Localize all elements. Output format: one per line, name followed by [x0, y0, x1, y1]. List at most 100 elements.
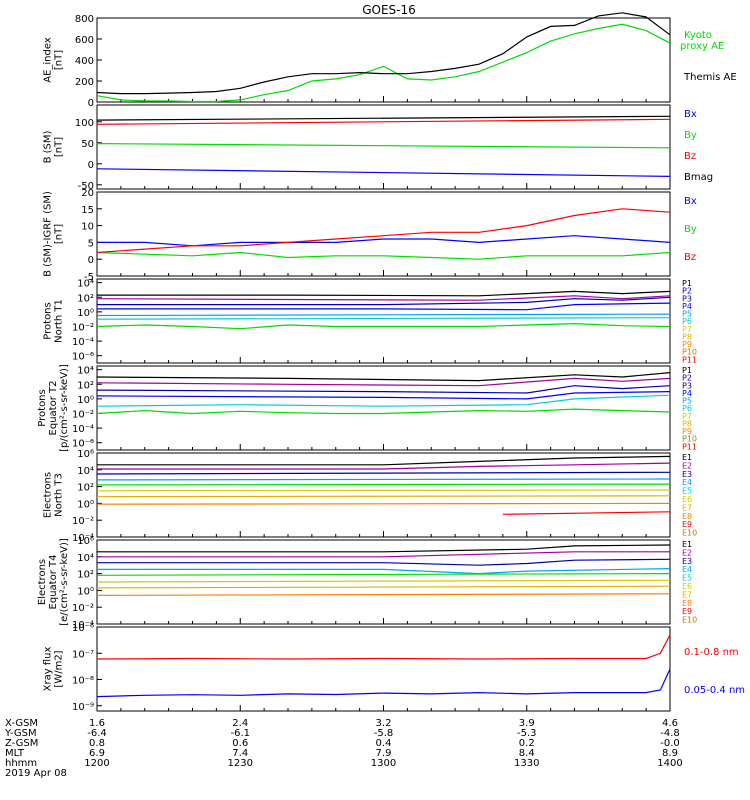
y-axis-label-line: North T1: [54, 299, 65, 343]
legend-entry: P11: [682, 355, 697, 364]
series-kyoto: [96, 23, 671, 103]
panel-frame: [96, 191, 671, 277]
series-e1: [97, 455, 671, 466]
footer-row-label: Z-GSM: [5, 738, 38, 749]
y-axis-label-line: Xray flux: [43, 647, 54, 692]
y-tick-label: 600: [75, 35, 94, 46]
y-tick-label: 400: [75, 56, 94, 67]
y-tick-label: 10⁻²: [72, 603, 94, 614]
legend-entry: Bx: [684, 196, 697, 207]
series-e4: [96, 478, 671, 481]
y-axis-label-line: Equator T4: [48, 555, 59, 610]
y-tick-label: 5: [88, 238, 94, 249]
y-axis-label-line: Electrons: [43, 472, 54, 518]
legend-entry: E9: [682, 607, 692, 616]
footer-value: 0.6: [232, 738, 248, 749]
legend-entry: E8: [682, 512, 692, 521]
y-tick-label: 100: [75, 118, 94, 129]
y-tick-label: 10²: [77, 570, 94, 581]
y-tick-label: 10⁻⁴: [72, 424, 94, 435]
legend-entry: P2: [682, 374, 692, 383]
footer-value: 1200: [84, 758, 109, 769]
legend-entry: P3: [682, 294, 692, 303]
legend-entry: P7: [682, 325, 692, 334]
legend-entry: Bz: [684, 151, 696, 162]
y-tick-label: 10⁻⁶: [72, 623, 94, 634]
footer-value: 0.2: [519, 738, 535, 749]
legend-entry: 0.05-0.4 nm: [684, 685, 745, 696]
legend-entry: E8: [682, 599, 692, 608]
y-tick-label: -50: [78, 181, 94, 192]
y-tick-label: 10⁻⁷: [72, 649, 94, 660]
series-bx: [97, 235, 671, 247]
legend-entry: Bx: [684, 109, 697, 120]
footer-value: 7.9: [376, 748, 392, 759]
legend-entry: E4: [682, 478, 692, 487]
y-tick-label: 10⁰: [77, 586, 94, 597]
y-axis-label-line: AE_index: [43, 37, 54, 83]
legend-entry: P6: [682, 404, 692, 413]
footer-value: -5.3: [517, 728, 537, 739]
series-p3: [96, 385, 671, 394]
y-axis-label: B (SM)-IGRF (SM) [nT]: [43, 191, 65, 277]
footer-value: 2.4: [232, 718, 248, 729]
y-axis-label-line: [nT]: [54, 137, 65, 157]
panel-frame: [96, 452, 671, 538]
footer-row-label: hhmm: [5, 758, 37, 769]
footer-value: -4.8: [660, 728, 680, 739]
series-by: [96, 251, 671, 260]
legend-entry: E1: [682, 540, 692, 549]
legend-entry: E7: [682, 503, 692, 512]
y-axis-label-line: Protons: [43, 302, 54, 339]
y-tick-label: 10⁰: [77, 395, 94, 406]
legend-entry: 0.1-0.8 nm: [684, 647, 739, 658]
y-axis-label-line: [p/(cm²-s-sr-keV)]: [59, 364, 70, 452]
y-tick-label: 10⁴: [77, 366, 94, 377]
y-tick-label: 10⁻⁴: [72, 620, 94, 631]
y-tick-label: 800: [75, 14, 94, 25]
y-tick-label: 10⁻⁶: [72, 352, 94, 363]
series-bz: [96, 208, 671, 254]
y-tick-label: 10⁰: [77, 499, 94, 510]
legend-entry: E1: [682, 453, 692, 462]
panel-bsm: 100 50 0 -50 B (SM) [nT] Bx By Bz Bmag: [43, 104, 713, 192]
series-0-1-0-8-nm: [96, 634, 671, 660]
legend-entry: P6: [682, 317, 692, 326]
series-p3: [97, 296, 671, 306]
y-tick-label: 15: [81, 205, 94, 216]
y-axis-label: Electrons North T3: [43, 472, 65, 518]
footer-value: 3.2: [376, 718, 392, 729]
y-tick-label: 10⁻²: [72, 322, 94, 333]
series-e7: [96, 495, 671, 498]
footer-value: 1230: [228, 758, 253, 769]
legend-entry: P4: [682, 389, 692, 398]
series-themis-ae: [96, 12, 671, 95]
y-tick-label: 200: [75, 77, 94, 88]
series-bx: [96, 168, 671, 177]
y-tick-label: 0: [88, 98, 94, 109]
legend-entry: E5: [682, 487, 692, 496]
legend-entry: P7: [682, 412, 692, 421]
y-axis-label: Electrons Equator T4 [e/(cm²-s-sr-keV)]: [37, 538, 70, 626]
y-tick-label: 10⁶: [77, 449, 94, 460]
y-tick-label: 10⁻⁸: [72, 676, 94, 687]
legend-entry: P5: [682, 397, 692, 406]
y-tick-label: 10⁴: [77, 553, 94, 564]
series-e7: [96, 585, 671, 589]
legend-entry: E6: [682, 495, 692, 504]
y-axis-label-line: [nT]: [54, 50, 65, 70]
legend-entry: P8: [682, 332, 692, 341]
legend-entry: P9: [682, 427, 692, 436]
series-p7: [96, 322, 671, 330]
legend-entry: Kyoto: [684, 30, 712, 41]
legend-entry: Bz: [684, 252, 696, 263]
y-axis-label-line: North T3: [54, 473, 65, 517]
series-e6: [96, 579, 671, 583]
series-e3: [97, 558, 671, 566]
series-bmag: [96, 115, 671, 121]
footer-value: -6.4: [87, 728, 107, 739]
series-p2: [96, 295, 671, 301]
footer-value: 6.9: [89, 748, 105, 759]
